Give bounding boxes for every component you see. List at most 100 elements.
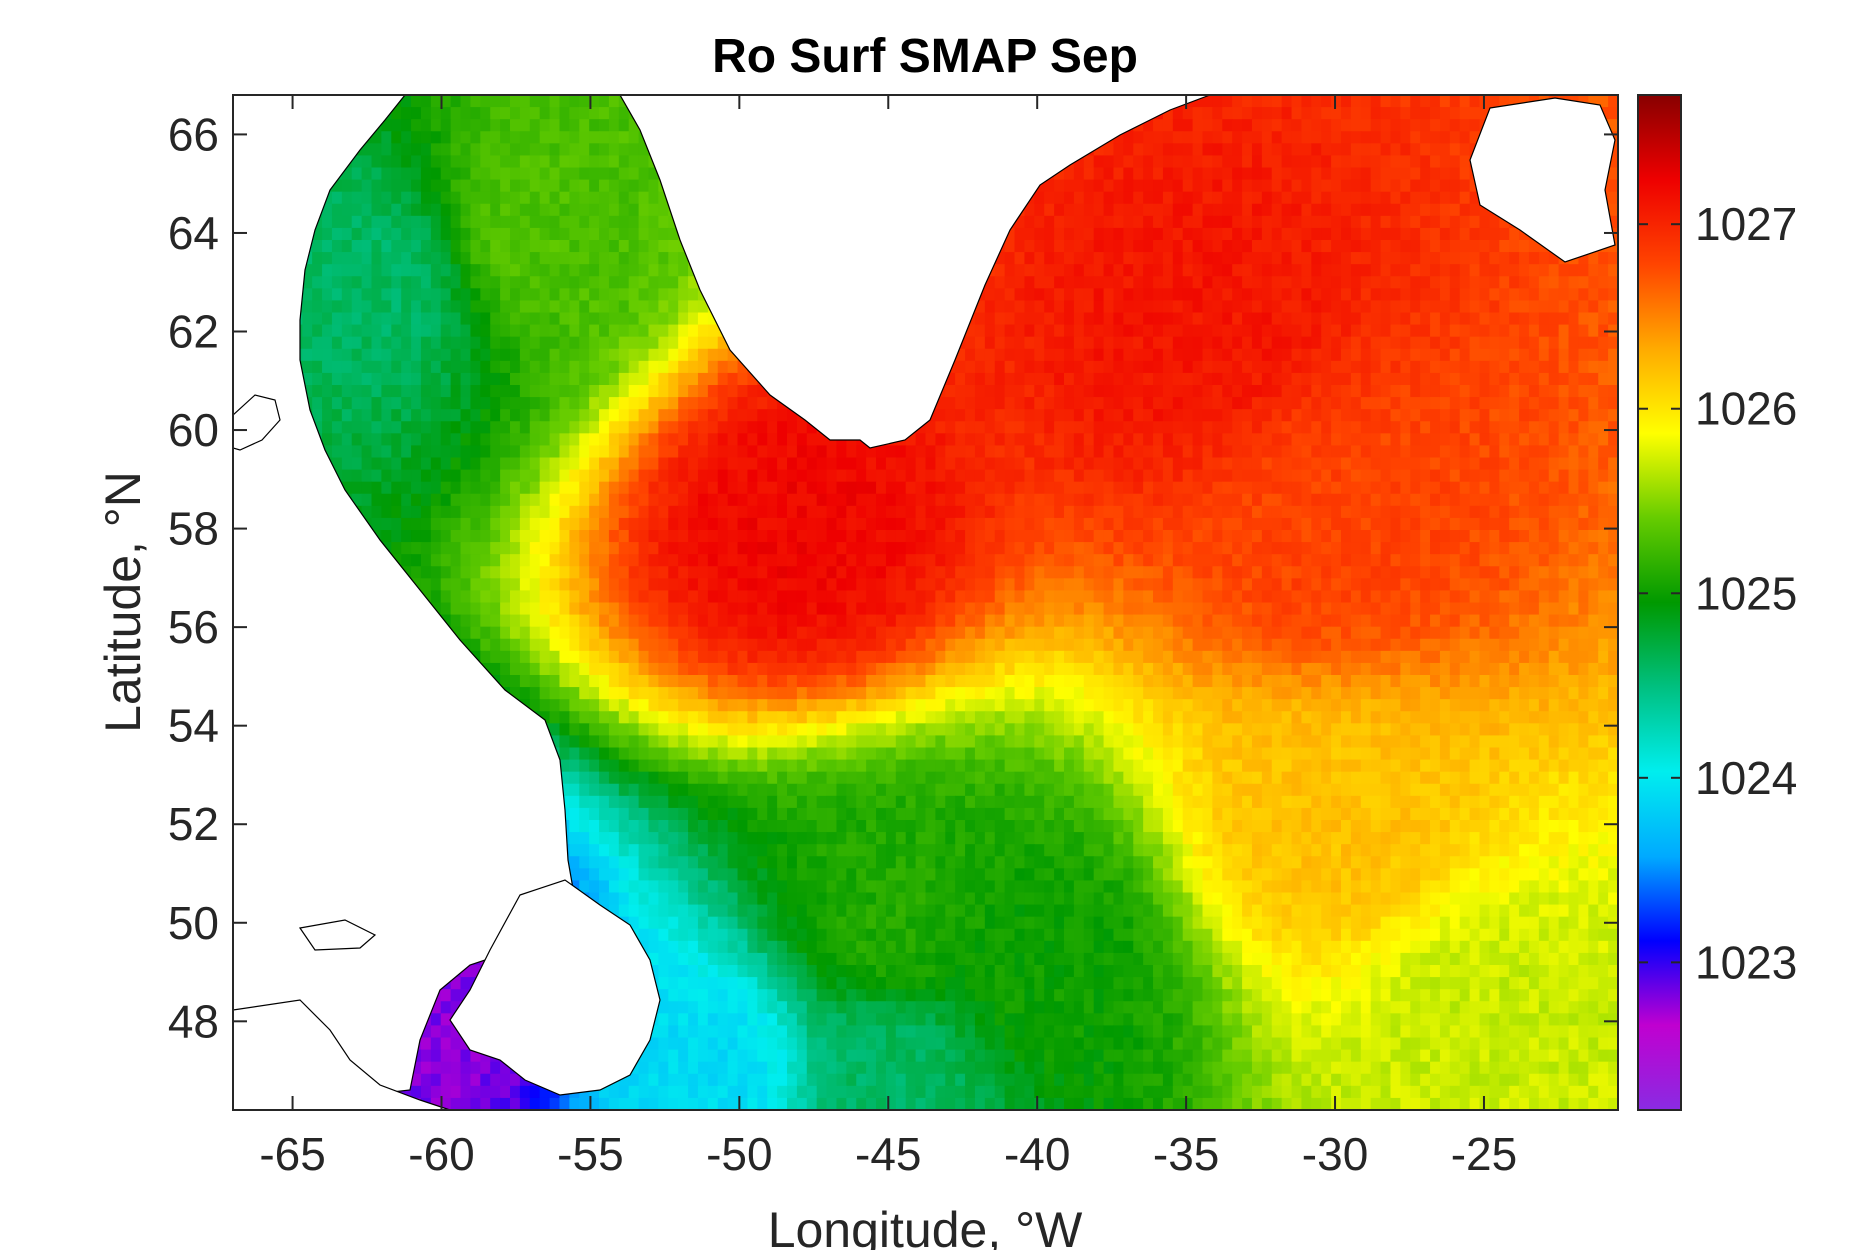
- heatmap-cell: [1123, 252, 1134, 265]
- heatmap-cell: [777, 517, 788, 531]
- heatmap-cell: [707, 481, 719, 495]
- heatmap-cell: [1321, 215, 1332, 229]
- heatmap-cell: [925, 445, 936, 459]
- heatmap-cell: [1420, 336, 1431, 350]
- heatmap-cell: [519, 288, 531, 302]
- heatmap-cell: [529, 457, 541, 471]
- heatmap-cell: [312, 312, 323, 326]
- heatmap-cell: [331, 385, 343, 398]
- heatmap-cell: [638, 372, 650, 386]
- heatmap-cell: [450, 227, 462, 241]
- heatmap-cell: [1380, 179, 1392, 193]
- heatmap-cell: [1499, 227, 1510, 241]
- heatmap-cell: [1251, 95, 1263, 108]
- heatmap-cell: [1410, 203, 1421, 217]
- heatmap-cell: [628, 276, 640, 289]
- heatmap-cell: [1479, 457, 1490, 471]
- heatmap-cell: [1014, 372, 1026, 386]
- heatmap-cell: [1321, 445, 1332, 459]
- heatmap-cell: [1410, 276, 1421, 289]
- heatmap-cell: [549, 240, 561, 253]
- heatmap-cell: [381, 143, 392, 157]
- heatmap-cell: [331, 179, 343, 193]
- heatmap-cell: [658, 324, 669, 338]
- heatmap-cell: [1044, 385, 1055, 398]
- heatmap-cell: [529, 143, 541, 157]
- heatmap-cell: [1064, 469, 1075, 483]
- heatmap-cell: [1459, 372, 1471, 386]
- heatmap-cell: [1400, 215, 1411, 229]
- heatmap-cell: [1390, 264, 1401, 277]
- heatmap-cell: [648, 517, 659, 531]
- heatmap-cell: [648, 481, 659, 495]
- heatmap-cell: [678, 493, 689, 507]
- heatmap-cell: [1093, 469, 1105, 483]
- heatmap-cell: [1133, 240, 1144, 253]
- heatmap-cell: [994, 493, 1006, 507]
- heatmap-cell: [1331, 191, 1342, 205]
- heatmap-cell: [529, 240, 541, 253]
- heatmap-cell: [1064, 336, 1075, 350]
- heatmap-cell: [1281, 409, 1293, 422]
- heatmap-cell: [411, 215, 422, 229]
- heatmap-cell: [1430, 276, 1441, 289]
- heatmap-cell: [1004, 433, 1016, 447]
- heatmap-cell: [361, 445, 373, 459]
- heatmap-cell: [490, 445, 501, 459]
- heatmap-cell: [826, 457, 838, 471]
- heatmap-cell: [1301, 227, 1312, 241]
- heatmap-cell: [1449, 215, 1461, 229]
- heatmap-cell: [1449, 264, 1461, 277]
- heatmap-cell: [440, 493, 452, 507]
- heatmap-cell: [1054, 481, 1065, 495]
- heatmap-cell: [1182, 312, 1194, 326]
- heatmap-cell: [302, 312, 313, 326]
- heatmap-cell: [1578, 336, 1589, 350]
- heatmap-cell: [460, 264, 472, 277]
- heatmap-cell: [1479, 348, 1490, 362]
- heatmap-cell: [401, 107, 412, 120]
- heatmap-cell: [1281, 288, 1293, 302]
- heatmap-cell: [846, 469, 857, 483]
- heatmap-cell: [1153, 252, 1164, 265]
- heatmap-cell: [1222, 107, 1233, 120]
- heatmap-cell: [1341, 324, 1352, 338]
- heatmap-cell: [1370, 445, 1382, 459]
- heatmap-cell: [658, 397, 669, 410]
- heatmap-cell: [1479, 288, 1490, 302]
- heatmap-cell: [1341, 131, 1352, 144]
- heatmap-cell: [787, 409, 798, 422]
- heatmap-cell: [1242, 252, 1253, 265]
- heatmap-cell: [1113, 445, 1124, 459]
- heatmap-cell: [1469, 252, 1481, 265]
- heatmap-cell: [1469, 397, 1481, 410]
- heatmap-cell: [1489, 445, 1500, 459]
- heatmap-cell: [1420, 107, 1431, 120]
- heatmap-cell: [529, 288, 541, 302]
- heatmap-cell: [638, 227, 650, 241]
- heatmap-cell: [579, 493, 590, 507]
- heatmap-cell: [589, 203, 600, 217]
- heatmap-cell: [361, 469, 373, 483]
- heatmap-cell: [1182, 252, 1194, 265]
- heatmap-cell: [430, 457, 442, 471]
- heatmap-cell: [569, 203, 580, 217]
- heatmap-cell: [1133, 227, 1144, 241]
- heatmap-cell: [1083, 336, 1095, 350]
- heatmap-cell: [1182, 324, 1194, 338]
- heatmap-cell: [420, 227, 432, 241]
- heatmap-cell: [1162, 179, 1174, 193]
- heatmap-cell: [1222, 445, 1233, 459]
- heatmap-cell: [737, 445, 749, 459]
- heatmap-cell: [1509, 324, 1520, 338]
- heatmap-cell: [331, 312, 343, 326]
- heatmap-cell: [1420, 276, 1431, 289]
- heatmap-cell: [1390, 227, 1401, 241]
- heatmap-cell: [727, 397, 739, 410]
- heatmap-cell: [1024, 481, 1035, 495]
- heatmap-cell: [707, 505, 719, 519]
- heatmap-cell: [1083, 300, 1095, 314]
- heatmap-cell: [1212, 191, 1223, 205]
- heatmap-cell: [1400, 348, 1411, 362]
- heatmap-cell: [1380, 445, 1392, 459]
